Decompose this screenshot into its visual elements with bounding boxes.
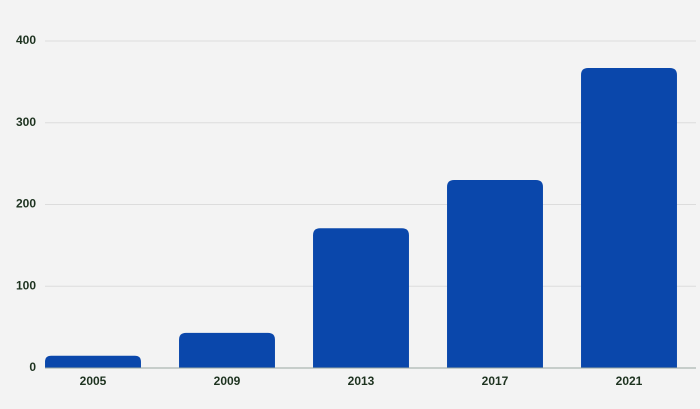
- bar: [581, 67, 677, 368]
- x-tick-label: 2017: [482, 374, 509, 388]
- x-tick-label: 2021: [616, 374, 643, 388]
- bar: [313, 228, 409, 368]
- bar: [45, 355, 141, 368]
- y-tick-label: 400: [16, 33, 36, 47]
- x-tick-label: 2013: [348, 374, 375, 388]
- x-tick-label: 2009: [214, 374, 241, 388]
- y-tick-label: 300: [16, 115, 36, 129]
- y-tick-label: 200: [16, 197, 36, 211]
- bar: [447, 179, 543, 368]
- y-tick-label: 100: [16, 278, 36, 292]
- y-tick-label: 0: [29, 360, 36, 374]
- bar: [179, 332, 275, 368]
- x-tick-label: 2005: [80, 374, 107, 388]
